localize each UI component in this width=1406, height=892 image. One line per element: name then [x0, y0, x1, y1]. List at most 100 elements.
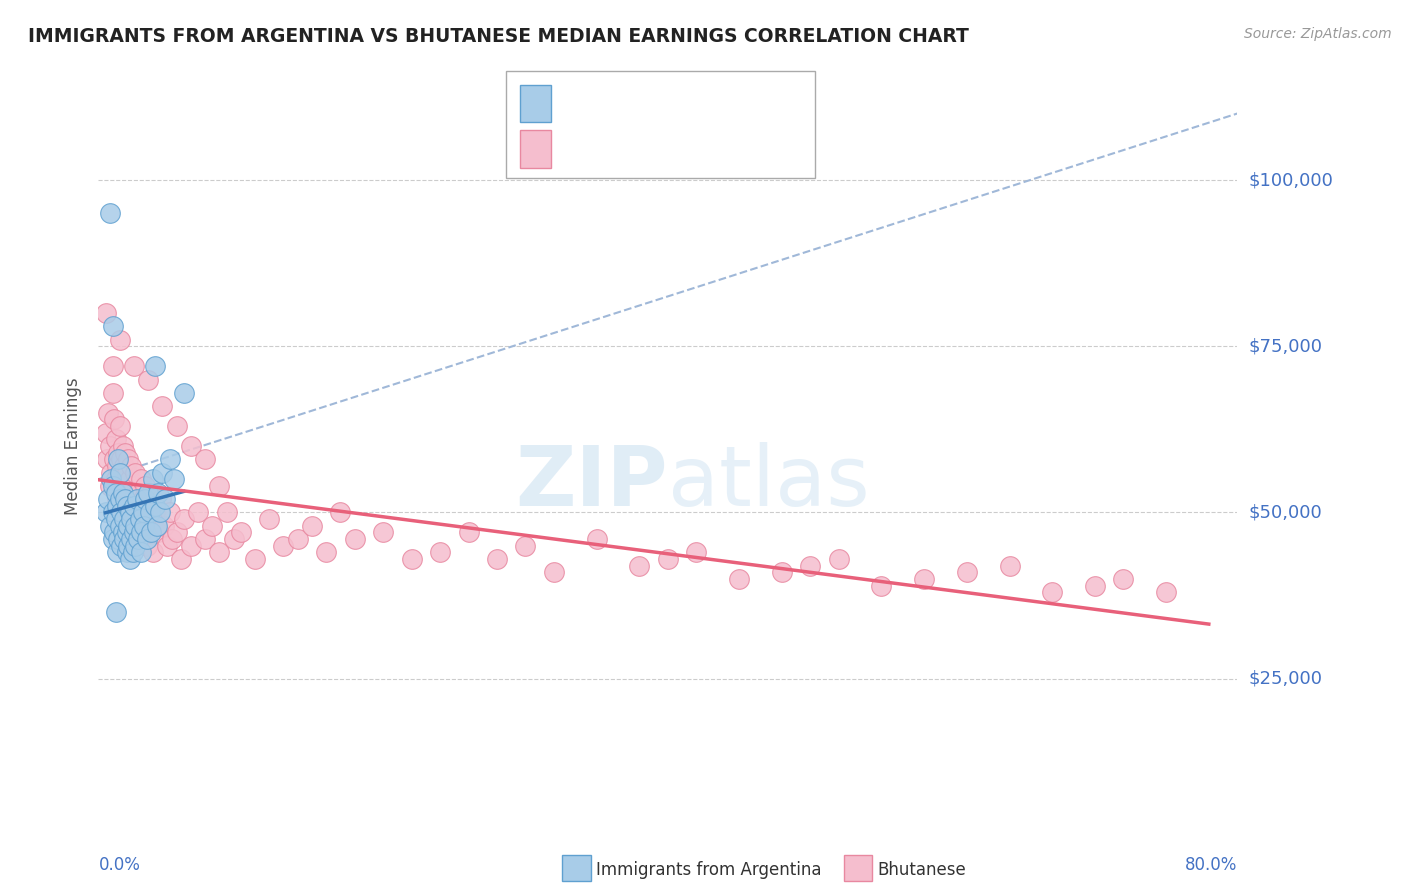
Point [222, 532, 245, 546]
Point [148, 485, 170, 500]
Point [134, 479, 156, 493]
Point [134, 492, 156, 507]
Y-axis label: Median Earnings: Median Earnings [65, 377, 83, 515]
Point [115, 545, 138, 559]
Point [115, 499, 138, 513]
Point [956, 566, 979, 580]
Point [101, 319, 124, 334]
Point [105, 492, 128, 507]
Point [108, 419, 131, 434]
Point [112, 512, 135, 526]
Point [243, 552, 266, 566]
Point [94, 506, 117, 520]
Point [105, 545, 128, 559]
Point [870, 579, 893, 593]
Point [799, 558, 821, 573]
Point [136, 499, 159, 513]
Point [111, 485, 134, 500]
Point [170, 552, 193, 566]
Point [138, 525, 160, 540]
Point [129, 525, 152, 540]
Point [132, 518, 155, 533]
Point [120, 458, 142, 473]
Point [97, 492, 120, 507]
Point [120, 532, 142, 546]
Point [127, 485, 149, 500]
Point [124, 518, 146, 533]
Point [122, 525, 145, 540]
Point [103, 412, 125, 426]
Text: $75,000: $75,000 [1249, 337, 1323, 355]
Point [115, 506, 138, 520]
Point [159, 452, 181, 467]
Point [136, 372, 159, 386]
Text: R = -0.294   N= 109: R = -0.294 N= 109 [560, 140, 758, 158]
Text: 0.0%: 0.0% [98, 855, 141, 873]
Text: Bhutanese: Bhutanese [877, 861, 966, 879]
Point [208, 479, 231, 493]
Point [114, 485, 136, 500]
Point [108, 518, 131, 533]
Point [138, 506, 160, 520]
Point [273, 539, 295, 553]
Point [117, 539, 139, 553]
Text: $25,000: $25,000 [1249, 670, 1323, 688]
Point [118, 506, 141, 520]
Point [114, 492, 136, 507]
Point [543, 566, 565, 580]
Point [141, 472, 163, 486]
Point [115, 525, 138, 540]
Point [121, 545, 143, 559]
Point [128, 512, 150, 526]
Point [110, 506, 132, 520]
Point [94, 306, 117, 320]
Point [373, 525, 395, 540]
Point [110, 452, 132, 467]
Point [101, 506, 124, 520]
Point [98, 518, 121, 533]
Point [159, 506, 181, 520]
Point [112, 499, 135, 513]
Point [329, 506, 352, 520]
Point [166, 525, 188, 540]
Point [215, 506, 238, 520]
Point [117, 518, 139, 533]
Point [122, 499, 145, 513]
Point [685, 545, 707, 559]
Point [100, 466, 122, 480]
Point [98, 439, 121, 453]
Point [153, 518, 176, 533]
Point [110, 492, 132, 507]
Point [122, 506, 145, 520]
Point [121, 518, 143, 533]
Point [139, 485, 162, 500]
Point [107, 532, 129, 546]
Point [457, 525, 479, 540]
Point [117, 492, 139, 507]
Point [173, 512, 195, 526]
Point [101, 532, 124, 546]
Point [124, 539, 146, 553]
Point [108, 333, 131, 347]
Point [125, 492, 148, 507]
Point [148, 525, 170, 540]
Point [301, 518, 323, 533]
Point [131, 492, 153, 507]
Point [97, 406, 120, 420]
Point [145, 499, 167, 513]
Point [163, 472, 186, 486]
Point [107, 445, 129, 459]
Point [259, 512, 281, 526]
Point [132, 518, 155, 533]
Text: $100,000: $100,000 [1249, 171, 1333, 189]
Point [118, 512, 141, 526]
Point [166, 419, 188, 434]
Point [1154, 585, 1177, 599]
Point [104, 512, 127, 526]
Point [628, 558, 651, 573]
Text: R =  0.248   N=  64: R = 0.248 N= 64 [560, 95, 751, 112]
Point [112, 458, 135, 473]
Text: $50,000: $50,000 [1249, 503, 1322, 522]
Point [122, 479, 145, 493]
Point [187, 506, 209, 520]
